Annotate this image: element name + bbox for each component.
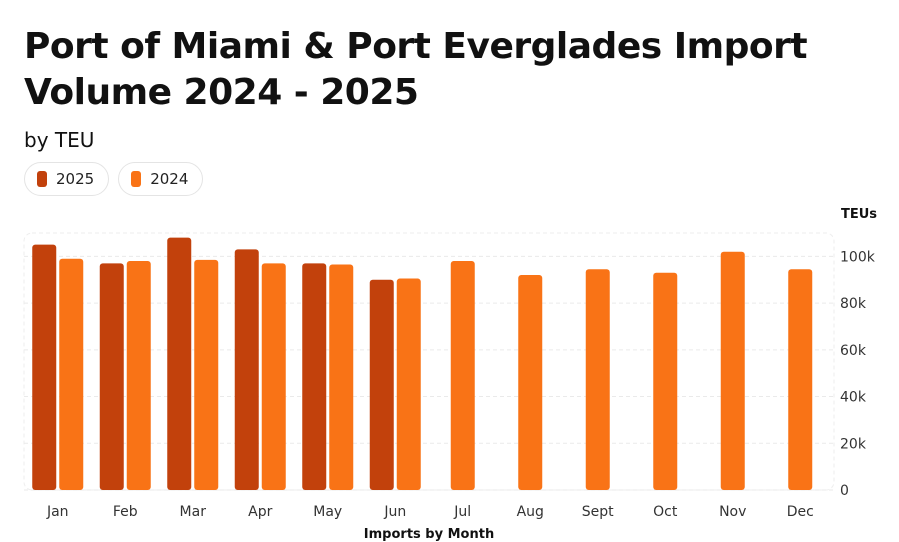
bar-2025-jun[interactable]	[369, 279, 394, 490]
legend-swatch-2025	[37, 171, 47, 187]
x-tick-label: Mar	[180, 504, 207, 520]
bars	[32, 237, 813, 490]
bar-2024-jan[interactable]	[59, 258, 84, 490]
bar-2025-mar[interactable]	[167, 237, 192, 490]
x-tick-label: Jul	[453, 504, 471, 520]
x-tick-label: Aug	[517, 504, 544, 520]
x-axis-title: Imports by Month	[364, 527, 494, 542]
x-tick-label: Jan	[46, 504, 69, 520]
bar-2025-apr[interactable]	[234, 249, 259, 490]
y-tick-label: 20k	[840, 436, 867, 452]
legend-item-2025[interactable]: 2025	[24, 162, 110, 196]
y-tick-label: 80k	[840, 296, 867, 312]
y-axis: 0 20k 40k 60k 80k 100k	[840, 249, 876, 499]
x-tick-label: Sept	[582, 504, 614, 520]
plot-area	[23, 232, 835, 491]
legend: 2025 2024	[24, 162, 204, 196]
x-tick-label: May	[313, 504, 342, 520]
x-axis: Jan Feb Mar Apr May Jun Jul Aug Sept Oct Nov Dec	[46, 504, 814, 520]
bar-2024-may[interactable]	[329, 264, 354, 490]
bar-2024-oct[interactable]	[653, 272, 678, 490]
bar-2024-jun[interactable]	[396, 278, 421, 490]
y-tick-label: 0	[840, 483, 849, 499]
bar-2024-dec[interactable]	[788, 269, 813, 490]
x-tick-label: Oct	[653, 504, 678, 520]
bar-2024-aug[interactable]	[518, 275, 543, 490]
y-axis-title: TEUs	[841, 207, 877, 222]
x-tick-label: Dec	[787, 504, 814, 520]
x-tick-label: Jun	[383, 504, 406, 520]
legend-label-2024: 2024	[150, 170, 189, 188]
y-tick-label: 100k	[840, 249, 876, 265]
x-tick-label: Feb	[113, 504, 138, 520]
y-tick-label: 60k	[840, 343, 867, 359]
gridlines	[24, 255, 834, 491]
bar-2024-sept[interactable]	[585, 269, 610, 490]
chart-title: Port of Miami & Port Everglades Import V…	[24, 26, 808, 113]
y-tick-label: 40k	[840, 390, 867, 406]
chart-subtitle: by TEU	[24, 128, 95, 152]
x-tick-label: Apr	[248, 504, 272, 520]
legend-item-2024[interactable]: 2024	[118, 162, 204, 196]
bar-2025-feb[interactable]	[99, 263, 124, 490]
bar-2024-nov[interactable]	[720, 251, 745, 490]
x-tick-label: Nov	[719, 504, 746, 520]
bar-2024-apr[interactable]	[261, 263, 286, 490]
bar-2024-feb[interactable]	[126, 261, 151, 490]
legend-swatch-2024	[131, 171, 142, 187]
legend-label-2025: 2025	[56, 170, 95, 188]
bar-2024-mar[interactable]	[194, 259, 219, 490]
bar-2024-jul[interactable]	[450, 261, 475, 490]
bar-2025-may[interactable]	[302, 263, 327, 490]
bar-2025-jan[interactable]	[32, 244, 57, 490]
